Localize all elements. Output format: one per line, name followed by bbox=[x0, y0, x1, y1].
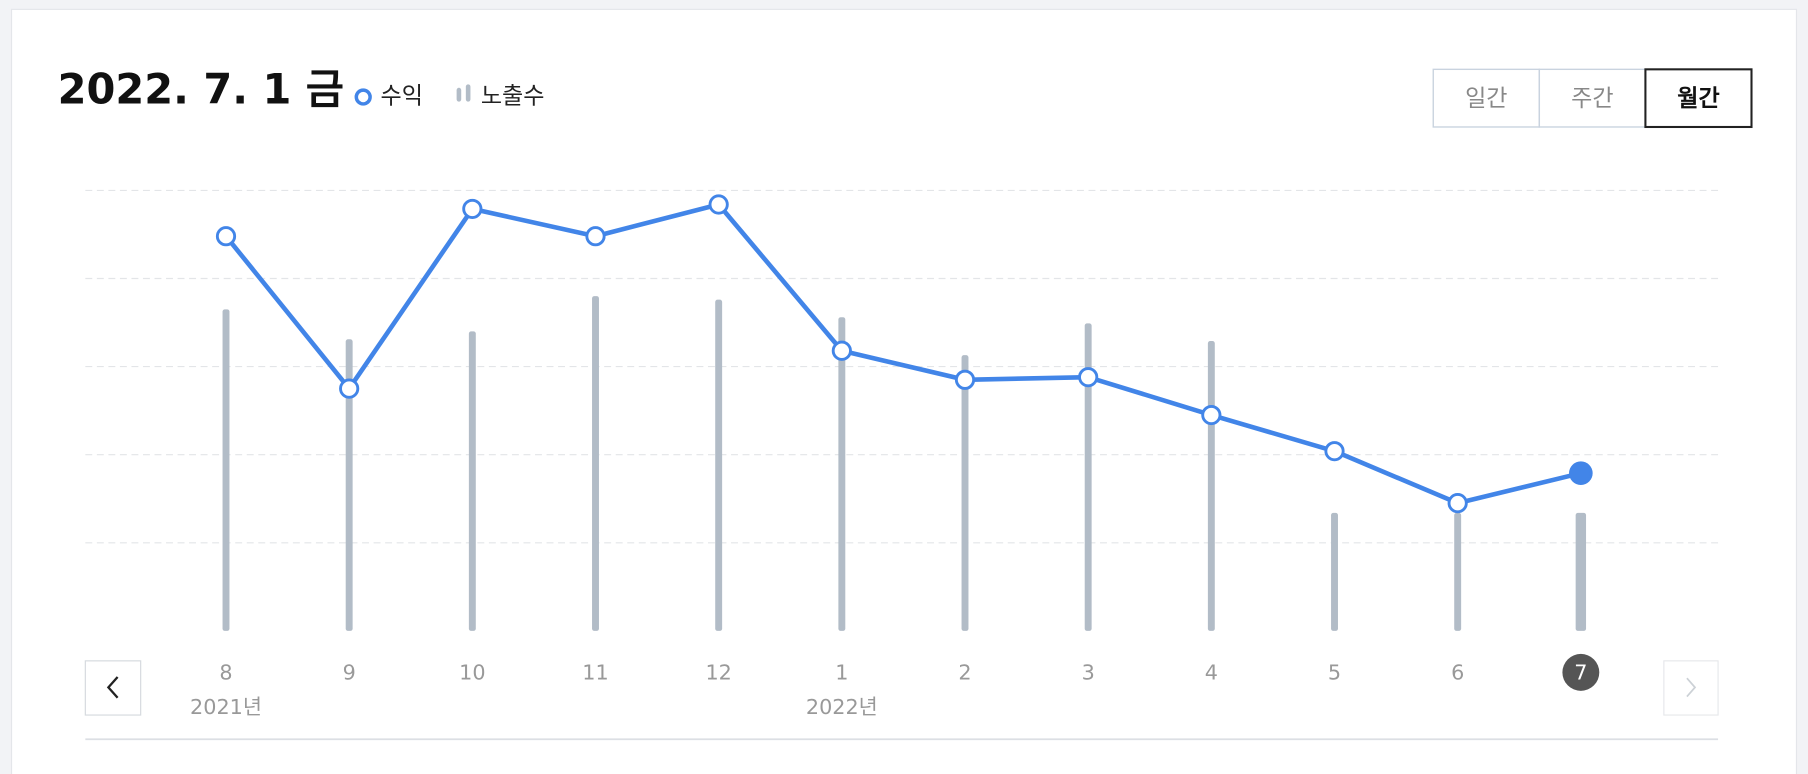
impression-bar bbox=[592, 296, 599, 631]
revenue-point[interactable] bbox=[954, 369, 976, 390]
revenue-point[interactable] bbox=[1078, 367, 1099, 388]
revenue-point[interactable] bbox=[1447, 493, 1468, 514]
period-button[interactable] bbox=[1538, 68, 1647, 128]
x-tick-label[interactable]: 6 bbox=[1451, 661, 1464, 685]
date-title: 2022. 7. 1 금 bbox=[58, 64, 344, 113]
legend-bar-icon bbox=[456, 87, 462, 102]
legend-line-icon bbox=[354, 88, 372, 106]
x-tick-label[interactable]: 11 bbox=[582, 661, 608, 685]
legend-label: 수익 bbox=[381, 84, 423, 110]
impression-bar bbox=[222, 309, 230, 631]
impression-bar bbox=[1454, 512, 1462, 631]
x-tick-label[interactable]: 1 bbox=[835, 661, 848, 685]
impression-bar bbox=[1331, 512, 1338, 631]
revenue-point[interactable] bbox=[1569, 461, 1593, 486]
revenue-point[interactable] bbox=[215, 226, 237, 247]
legend-bar-icon bbox=[465, 84, 471, 102]
year-label: 2021년 bbox=[190, 695, 262, 719]
impression-bar bbox=[1575, 512, 1587, 631]
period-button[interactable] bbox=[1644, 68, 1753, 129]
x-tick-label[interactable]: 7 bbox=[1574, 661, 1587, 685]
impression-bar bbox=[1207, 341, 1215, 631]
revenue-point[interactable] bbox=[1324, 441, 1345, 462]
card bbox=[10, 8, 1798, 774]
revenue-point[interactable] bbox=[831, 340, 852, 361]
current-month-badge bbox=[1562, 653, 1600, 691]
period-button-label: 일간 bbox=[1465, 86, 1507, 112]
impression-bar bbox=[961, 355, 969, 631]
revenue-point[interactable] bbox=[339, 378, 360, 399]
impression-bar bbox=[345, 339, 353, 631]
impression-bar bbox=[838, 317, 846, 631]
x-tick-label[interactable]: 3 bbox=[1082, 661, 1095, 685]
legend-label: 노출수 bbox=[481, 84, 545, 110]
revenue-point[interactable] bbox=[585, 226, 606, 247]
next-button[interactable] bbox=[1663, 660, 1719, 716]
revenue-point[interactable] bbox=[708, 194, 729, 215]
revenue-point[interactable] bbox=[1201, 404, 1222, 426]
prev-button[interactable] bbox=[84, 660, 142, 716]
revenue-line bbox=[224, 202, 1582, 506]
year-label: 2022년 bbox=[806, 695, 878, 719]
period-button[interactable] bbox=[1432, 68, 1541, 128]
impression-bar bbox=[715, 299, 723, 631]
x-tick-label[interactable]: 2 bbox=[958, 661, 971, 685]
period-button-label: 월간 bbox=[1677, 86, 1719, 112]
x-tick-label[interactable]: 4 bbox=[1205, 661, 1218, 685]
revenue-point[interactable] bbox=[462, 198, 483, 219]
x-tick-label[interactable]: 8 bbox=[219, 661, 232, 685]
impression-bar bbox=[468, 331, 476, 631]
period-button-label: 주간 bbox=[1571, 86, 1613, 112]
impression-bar bbox=[1084, 323, 1092, 631]
x-tick-label[interactable]: 12 bbox=[705, 661, 731, 685]
x-tick-label[interactable]: 5 bbox=[1328, 661, 1341, 685]
x-tick-label[interactable]: 10 bbox=[459, 661, 485, 685]
x-tick-label[interactable]: 9 bbox=[343, 661, 356, 685]
